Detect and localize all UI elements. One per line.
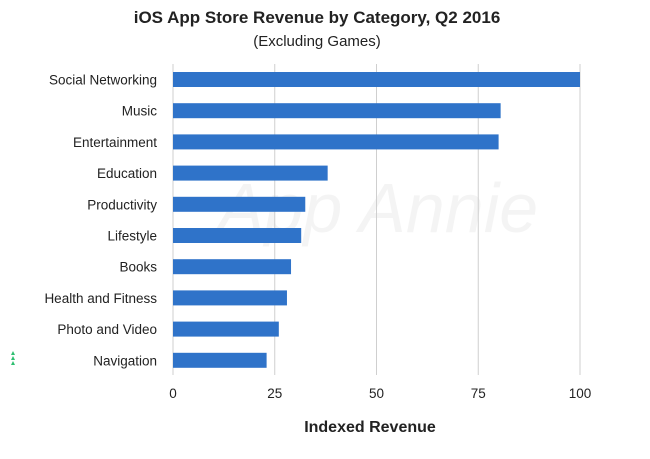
bar-music <box>173 103 501 119</box>
category-label-productivity: Productivity <box>87 197 157 212</box>
bar-education <box>173 165 328 181</box>
category-label-social-networking: Social Networking <box>49 73 157 88</box>
bar-books <box>173 259 292 275</box>
bar-entertainment <box>173 134 499 150</box>
category-label-navigation: Navigation <box>93 353 157 368</box>
x-tick-75: 75 <box>471 386 486 401</box>
x-tick-25: 25 <box>267 386 282 401</box>
category-label-photo-and-video: Photo and Video <box>57 322 157 337</box>
x-tick-100: 100 <box>569 386 592 401</box>
bar-navigation <box>173 352 267 368</box>
category-label-health-and-fitness: Health and Fitness <box>44 291 157 306</box>
category-label-lifestyle: Lifestyle <box>107 229 157 244</box>
bar-lifestyle <box>173 228 302 243</box>
x-axis-label: Indexed Revenue <box>304 419 436 436</box>
chart-title: iOS App Store Revenue by Category, Q2 20… <box>134 8 501 27</box>
category-labels: Social Networking Music Entertainment Educa… <box>44 73 157 369</box>
bar-productivity <box>173 196 306 212</box>
category-label-books: Books <box>119 260 157 275</box>
x-tick-0: 0 <box>169 386 177 401</box>
x-tick-labels: 0 25 50 75 100 <box>169 386 591 401</box>
category-label-entertainment: Entertainment <box>73 135 157 150</box>
bars <box>173 72 580 368</box>
bar-social-networking <box>173 72 580 87</box>
chart-subtitle: (Excluding Games) <box>253 33 381 50</box>
app-annie-logo-icon <box>11 351 15 365</box>
bar-photo-and-video <box>173 321 279 337</box>
category-label-music: Music <box>122 104 158 119</box>
category-label-education: Education <box>97 166 157 181</box>
x-tick-50: 50 <box>369 386 384 401</box>
bar-health-and-fitness <box>173 290 287 306</box>
